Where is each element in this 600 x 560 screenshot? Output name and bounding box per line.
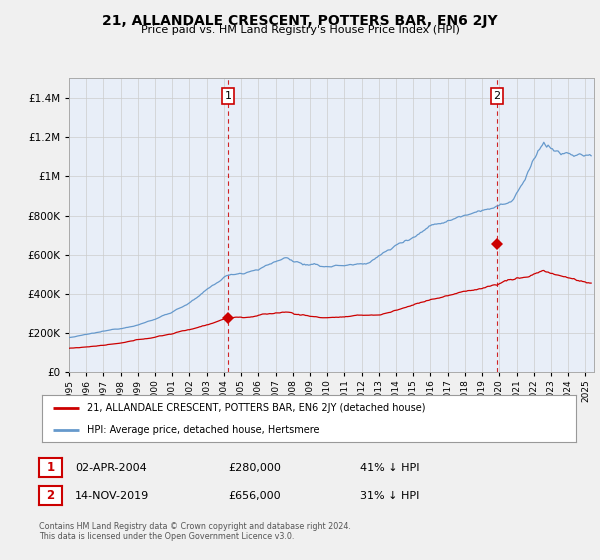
Text: Price paid vs. HM Land Registry's House Price Index (HPI): Price paid vs. HM Land Registry's House … (140, 25, 460, 35)
Text: 41% ↓ HPI: 41% ↓ HPI (360, 463, 419, 473)
Text: 21, ALLANDALE CRESCENT, POTTERS BAR, EN6 2JY: 21, ALLANDALE CRESCENT, POTTERS BAR, EN6… (102, 14, 498, 28)
Text: HPI: Average price, detached house, Hertsmere: HPI: Average price, detached house, Hert… (88, 424, 320, 435)
Text: 31% ↓ HPI: 31% ↓ HPI (360, 491, 419, 501)
Text: Contains HM Land Registry data © Crown copyright and database right 2024.
This d: Contains HM Land Registry data © Crown c… (39, 522, 351, 542)
Text: 21, ALLANDALE CRESCENT, POTTERS BAR, EN6 2JY (detached house): 21, ALLANDALE CRESCENT, POTTERS BAR, EN6… (88, 403, 426, 413)
Text: 1: 1 (46, 461, 55, 474)
Text: 02-APR-2004: 02-APR-2004 (75, 463, 147, 473)
Text: £656,000: £656,000 (228, 491, 281, 501)
Text: 2: 2 (46, 489, 55, 502)
Text: 2: 2 (494, 91, 500, 101)
Text: 14-NOV-2019: 14-NOV-2019 (75, 491, 149, 501)
Text: £280,000: £280,000 (228, 463, 281, 473)
Text: 1: 1 (225, 91, 232, 101)
